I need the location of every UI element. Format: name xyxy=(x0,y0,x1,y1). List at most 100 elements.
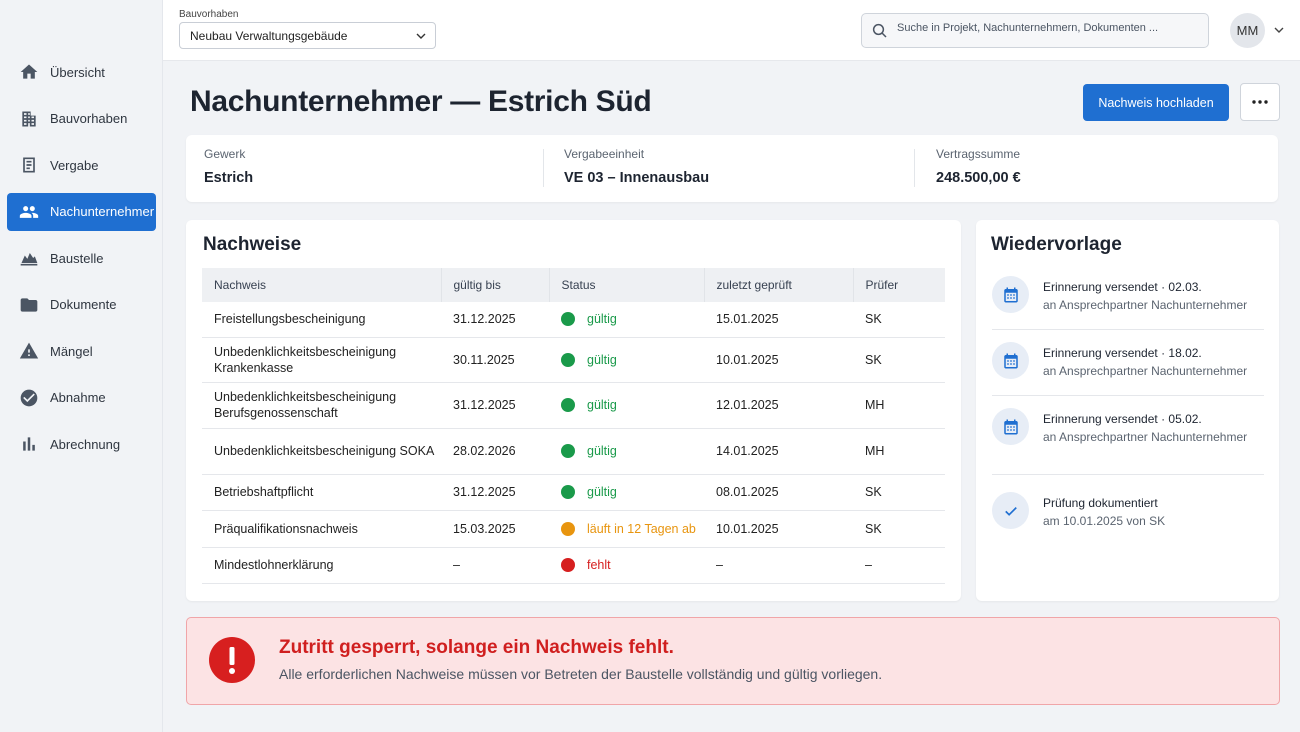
cell-checked: 08.01.2025 xyxy=(704,474,853,511)
sidebar-item-label: Vergabe xyxy=(50,157,99,173)
table-row[interactable]: Freistellungsbescheinigung 31.12.2025 gü… xyxy=(202,302,945,338)
table-row[interactable]: Unbedenklichkeitsbescheinigung Berufsgen… xyxy=(202,382,945,429)
column-header-gueltig-bis[interactable]: gültig bis xyxy=(441,268,550,302)
wiedervorlage-item[interactable]: Erinnerung versendet · 02.03. an Ansprec… xyxy=(992,276,1264,331)
table-row[interactable]: Betriebshaftpflicht 31.12.2025 gültig 08… xyxy=(202,474,945,511)
column-header-geprueft[interactable]: zuletzt geprüft xyxy=(704,268,854,302)
sidebar-item-abrechnung[interactable]: Abrechnung xyxy=(7,425,156,463)
status-dot xyxy=(561,558,575,572)
sidebar-item-bauvorhaben[interactable]: Bauvorhaben xyxy=(7,100,156,138)
table-header-row: Nachweis gültig bis Status zuletzt geprü… xyxy=(202,268,945,302)
warning-icon xyxy=(19,342,39,359)
cell-nachweis: Unbedenklichkeitsbescheinigung SOKA xyxy=(202,428,441,475)
column-header-status[interactable]: Status xyxy=(549,268,705,302)
sidebar-item-nachunternehmer[interactable]: Nachunternehmer xyxy=(7,192,156,231)
nachweise-table: Nachweis gültig bis Status zuletzt geprü… xyxy=(202,268,945,584)
cell-valid: 31.12.2025 xyxy=(441,382,549,429)
sidebar-item-label: Dokumente xyxy=(50,297,117,312)
wiedervorlage-sub: an Ansprechpartner Nachunternehmer xyxy=(1043,364,1248,378)
cell-checker: SK xyxy=(853,337,945,383)
project-select[interactable]: Neubau Verwaltungsgebäude xyxy=(179,22,436,49)
cell-checker: SK xyxy=(853,302,945,338)
cell-valid: – xyxy=(441,547,549,584)
cell-nachweis: Mindestlohnerklärung xyxy=(202,547,441,584)
sidebar-item-label: Abnahme xyxy=(50,390,106,405)
calendar-icon xyxy=(992,276,1029,313)
status-text: gültig xyxy=(587,352,617,367)
divider xyxy=(914,149,915,187)
sidebar-item-abnahme[interactable]: Abnahme xyxy=(7,379,156,417)
cell-nachweis: Freistellungsbescheinigung xyxy=(202,302,441,338)
vergabe-label: Vergabeeinheit xyxy=(564,147,645,161)
cell-checker: MH xyxy=(853,382,945,429)
cell-checked: 10.01.2025 xyxy=(704,510,853,548)
cell-valid: 15.03.2025 xyxy=(441,510,549,548)
cell-valid: 28.02.2026 xyxy=(441,428,549,475)
column-header-nachweis[interactable]: Nachweis xyxy=(202,268,442,302)
project-select-value: Neubau Verwaltungsgebäude xyxy=(190,29,348,43)
cell-status: läuft in 12 Tagen ab xyxy=(549,510,704,548)
vergabe-field: Vergabeeinheit VE 03 – Innenausbau xyxy=(564,135,709,202)
cell-status: gültig xyxy=(549,474,704,511)
wiedervorlage-title: Wiedervorlage xyxy=(991,234,1122,255)
status-text: gültig xyxy=(587,444,617,458)
wiedervorlage-main: Prüfung dokumentiert xyxy=(1043,496,1158,510)
search-input[interactable] xyxy=(897,22,1197,34)
search-box[interactable] xyxy=(861,13,1209,48)
table-row[interactable]: Unbedenklichkeitsbescheinigung Krankenka… xyxy=(202,337,945,383)
summe-field: Vertragssumme 248.500,00 € xyxy=(936,135,1021,202)
summe-value: 248.500,00 € xyxy=(936,170,1021,186)
column-header-pruefer[interactable]: Prüfer xyxy=(865,278,899,292)
document-icon xyxy=(23,157,35,173)
cell-nachweis: Unbedenklichkeitsbescheinigung Berufsgen… xyxy=(202,382,441,429)
sidebar-item-dokumente[interactable]: Dokumente xyxy=(7,286,156,324)
avatar[interactable]: MM xyxy=(1230,13,1265,48)
cell-valid: 31.12.2025 xyxy=(441,302,549,338)
cell-status: fehlt xyxy=(549,547,704,584)
cell-checked: – xyxy=(704,547,853,584)
sidebar-item-baustelle[interactable]: Baustelle xyxy=(7,239,156,277)
sidebar-item-label: Nachunternehmer xyxy=(50,204,155,219)
table-row[interactable]: Unbedenklichkeitsbescheinigung SOKA 28.0… xyxy=(202,428,945,475)
table-row[interactable]: Mindestlohnerklärung – fehlt – – xyxy=(202,547,945,584)
status-text: läuft in 12 Tagen ab xyxy=(587,521,696,536)
status-dot xyxy=(561,444,575,458)
divider xyxy=(992,395,1264,396)
building-icon xyxy=(22,111,36,126)
wiedervorlage-item[interactable]: Erinnerung versendet · 05.02. an Ansprec… xyxy=(992,408,1264,463)
upload-nachweis-button[interactable]: Nachweis hochladen xyxy=(1083,84,1229,121)
wiedervorlage-item[interactable]: Prüfung dokumentiert am 10.01.2025 von S… xyxy=(992,492,1264,547)
wiedervorlage-sub: an Ansprechpartner Nachunternehmer xyxy=(1043,298,1248,312)
wiedervorlage-card: Wiedervorlage Erinnerung versendet · 02.… xyxy=(976,220,1279,601)
sidebar-item-label: Bauvorhaben xyxy=(50,111,128,126)
wiedervorlage-main: Erinnerung versendet · 05.02. xyxy=(1043,412,1202,426)
sidebar-item-uebersicht[interactable]: Übersicht xyxy=(7,53,156,91)
cell-checked: 10.01.2025 xyxy=(704,337,853,383)
sidebar-item-maengel[interactable]: Mängel xyxy=(7,332,156,370)
cell-valid: 30.11.2025 xyxy=(441,337,549,383)
access-blocked-alert: Zutritt gesperrt, solange ein Nachweis f… xyxy=(186,617,1280,705)
cell-checker: SK xyxy=(853,474,945,511)
more-options-button[interactable] xyxy=(1240,83,1280,121)
status-text: gültig xyxy=(587,312,617,327)
folder-icon xyxy=(20,297,38,312)
cell-status: gültig xyxy=(549,337,704,383)
chevron-down-icon[interactable] xyxy=(1273,24,1285,36)
contract-info-card: Gewerk Estrich Vergabeeinheit VE 03 – In… xyxy=(186,135,1278,202)
sidebar-item-label: Übersicht xyxy=(50,64,105,80)
sidebar-item-label: Mängel xyxy=(50,343,93,359)
cell-nachweis: Betriebshaftpflicht xyxy=(202,474,441,511)
sidebar-item-vergabe[interactable]: Vergabe xyxy=(7,146,156,184)
divider xyxy=(992,474,1264,475)
bar-chart-icon xyxy=(23,437,35,451)
alert-text: Alle erforderlichen Nachweise müssen vor… xyxy=(279,666,883,682)
divider xyxy=(543,149,544,187)
cell-valid: 31.12.2025 xyxy=(441,474,549,511)
top-bar: Bauvorhaben Neubau Verwaltungsgebäude MM xyxy=(163,0,1300,61)
people-icon xyxy=(19,205,39,218)
wiedervorlage-item[interactable]: Erinnerung versendet · 18.02. an Ansprec… xyxy=(992,342,1264,397)
table-row[interactable]: Präqualifikationsnachweis 15.03.2025 läu… xyxy=(202,510,945,548)
search-icon xyxy=(872,23,887,38)
calendar-icon xyxy=(992,408,1029,445)
cell-nachweis: Unbedenklichkeitsbescheinigung Krankenka… xyxy=(202,337,441,383)
